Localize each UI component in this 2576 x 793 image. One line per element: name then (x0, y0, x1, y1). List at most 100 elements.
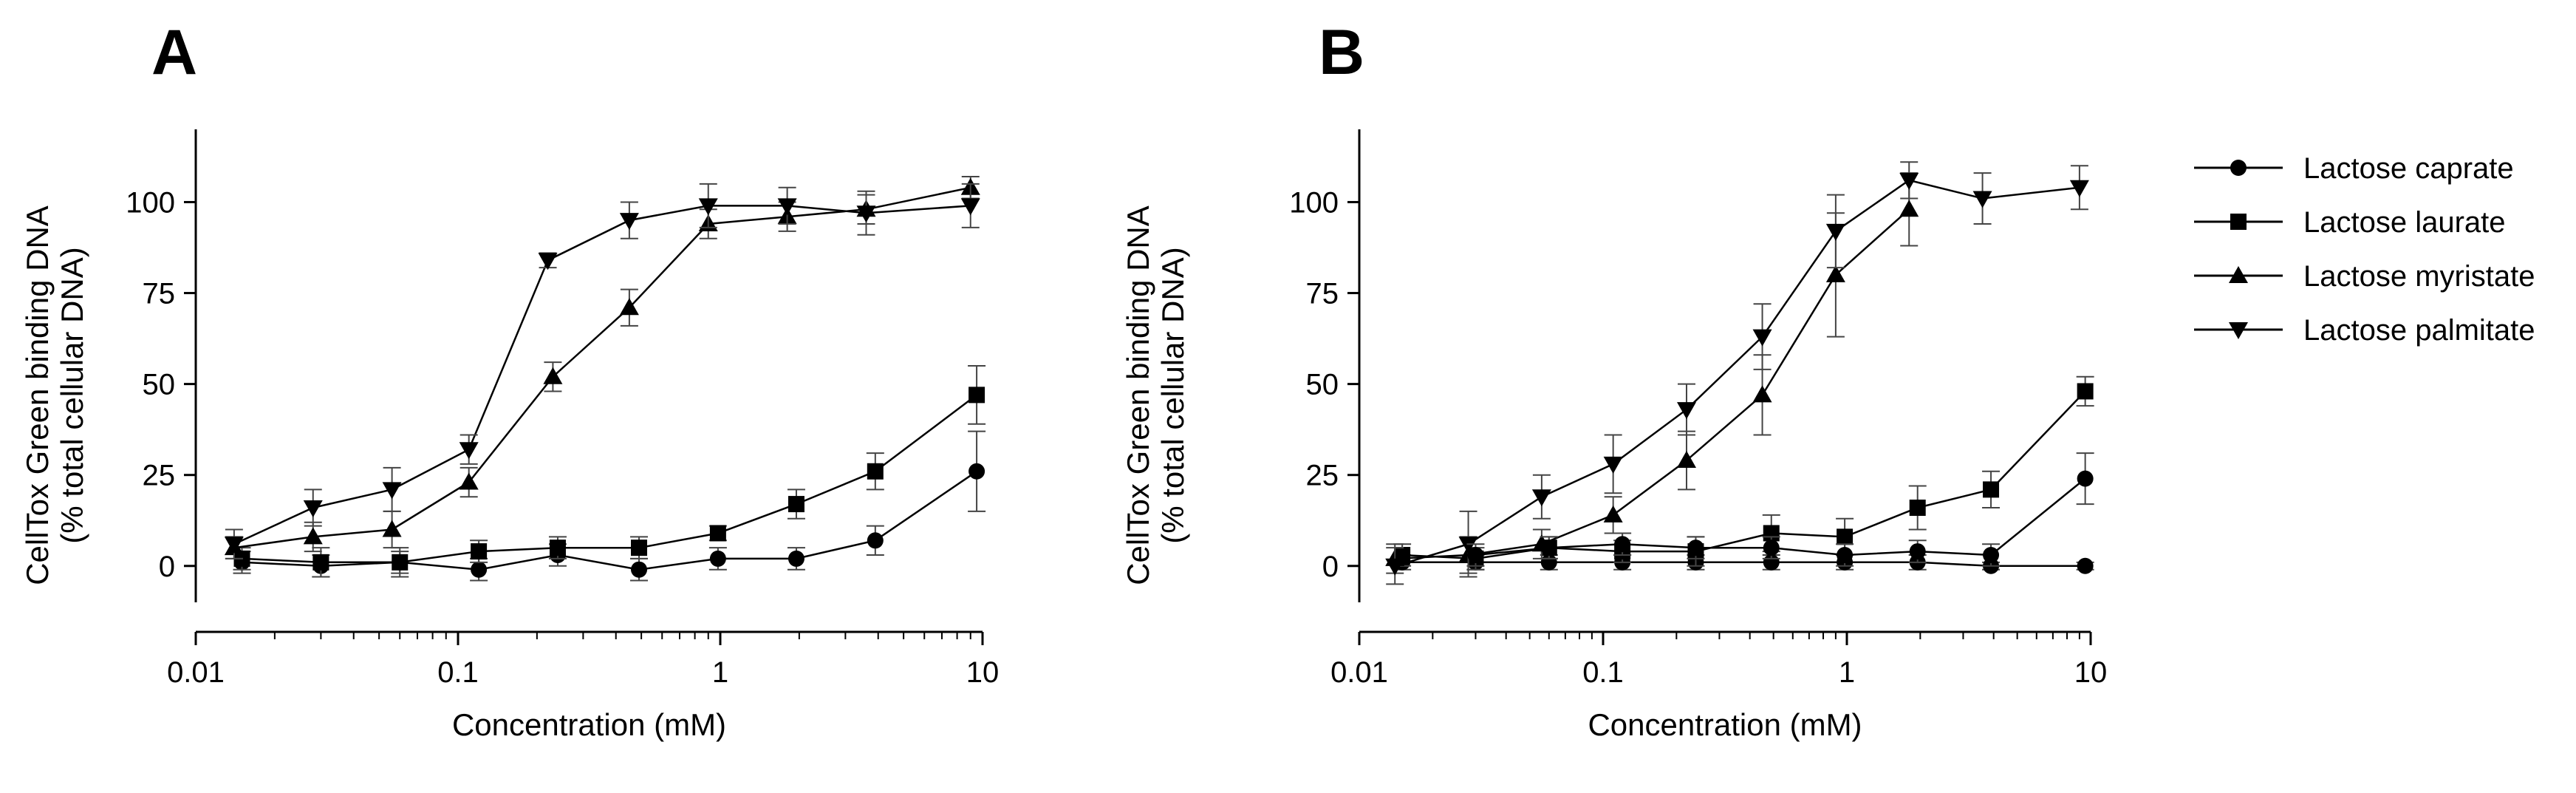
x-tick-label: 0.1 (437, 656, 479, 689)
data-point (1676, 402, 1696, 420)
data-point (1837, 528, 1854, 545)
data-point (1614, 536, 1631, 553)
data-point (1752, 385, 1772, 403)
data-point (1458, 537, 1478, 554)
data-point (543, 367, 563, 384)
legend-marker (2229, 322, 2248, 339)
data-point (1899, 172, 1919, 190)
data-point (2077, 383, 2094, 400)
series-lactose-caprate-extra- (1466, 452, 2094, 567)
y-axis-title: (% total cellular DNA) (55, 247, 89, 543)
legend-item: Lactose palmitate (2194, 314, 2535, 347)
data-point (777, 198, 797, 216)
y-tick-label: 75 (143, 278, 176, 310)
data-point (867, 532, 884, 549)
panel-letter: A (151, 17, 197, 88)
series-lactose-laurate (1393, 375, 2094, 571)
y-tick-label: 50 (143, 369, 176, 401)
y-tick-label: 0 (159, 551, 175, 583)
series-line (233, 205, 971, 545)
data-point (303, 527, 323, 545)
series-line (1394, 179, 2080, 567)
y-tick-label: 0 (1322, 551, 1339, 583)
data-point (1983, 481, 2000, 498)
data-point (2077, 470, 2094, 487)
data-point (788, 496, 804, 513)
series-lactose-palmitate (1385, 161, 2089, 585)
legend-item: Lactose caprate (2194, 152, 2514, 185)
legend-item: Lactose laurate (2194, 206, 2506, 239)
data-point (2077, 557, 2094, 574)
y-tick-label: 75 (1306, 278, 1339, 310)
data-point (619, 213, 639, 231)
x-tick-label: 1 (712, 656, 728, 689)
data-point (392, 554, 409, 571)
data-point (698, 198, 718, 216)
data-point (224, 537, 244, 554)
legend-label: Lactose palmitate (2303, 314, 2535, 347)
x-tick-label: 10 (2074, 656, 2108, 689)
legend-marker (2230, 214, 2247, 230)
series-line (233, 186, 971, 549)
series-lactose-palmitate (224, 183, 980, 559)
y-tick-label: 50 (1306, 369, 1339, 401)
data-point (382, 520, 402, 537)
data-point (1909, 543, 1926, 560)
x-tick-label: 0.01 (1330, 656, 1388, 689)
data-point (382, 482, 402, 500)
data-point (1983, 547, 2000, 563)
data-point (709, 525, 726, 542)
data-point (1763, 540, 1780, 557)
data-point (303, 500, 323, 517)
data-point (1531, 489, 1551, 507)
legend-marker (2229, 266, 2248, 283)
x-axis-title: Concentration (mM) (452, 707, 726, 742)
data-point (549, 540, 566, 557)
x-tick-label: 0.01 (167, 656, 225, 689)
series-line (1395, 208, 1910, 560)
data-point (1909, 500, 1926, 516)
panel-a: A 0 25 50 75 100 0.01 0.1 1 10 Concentration (mM) C… (20, 17, 999, 742)
data-point (312, 554, 329, 571)
legend-marker (2230, 160, 2247, 176)
series-line (242, 394, 977, 564)
data-point (619, 298, 639, 316)
y-tick-label: 100 (1289, 186, 1339, 219)
legend-label: Lactose caprate (2303, 152, 2514, 185)
data-point (538, 253, 558, 270)
legend-item: Lactose myristate (2194, 260, 2535, 293)
data-point (1676, 451, 1696, 468)
data-point (1972, 191, 1992, 208)
legend: Lactose caprate Lactose laurate Lactose my… (2194, 152, 2535, 347)
data-point (1825, 265, 1845, 282)
x-tick-label: 0.1 (1582, 656, 1624, 689)
data-point (459, 442, 479, 460)
data-point (968, 463, 985, 480)
data-point (2069, 180, 2089, 197)
series-lactose-myristate (224, 176, 980, 559)
panel-letter: B (1319, 17, 1364, 88)
data-point (1603, 505, 1623, 523)
data-point (867, 463, 884, 480)
data-point (1752, 329, 1772, 347)
series-lactose-laurate (233, 365, 986, 578)
data-point (960, 198, 980, 216)
data-point (1467, 547, 1484, 563)
y-axis-title: CellTox Green binding DNA (1121, 205, 1155, 585)
data-point (968, 387, 985, 404)
data-point (1837, 547, 1854, 563)
data-point (1603, 456, 1623, 474)
data-point (1899, 200, 1919, 217)
y-tick-label: 100 (126, 186, 175, 219)
y-axis-title: CellTox Green binding DNA (20, 205, 55, 585)
data-point (1825, 223, 1845, 241)
series-line (242, 470, 977, 571)
x-tick-label: 10 (966, 656, 1000, 689)
data-point (709, 550, 726, 567)
data-point (1687, 540, 1704, 557)
data-point (1540, 540, 1557, 557)
data-point (631, 561, 648, 578)
x-axis-title: Concentration (mM) (1588, 707, 1862, 742)
data-point (1385, 558, 1405, 576)
